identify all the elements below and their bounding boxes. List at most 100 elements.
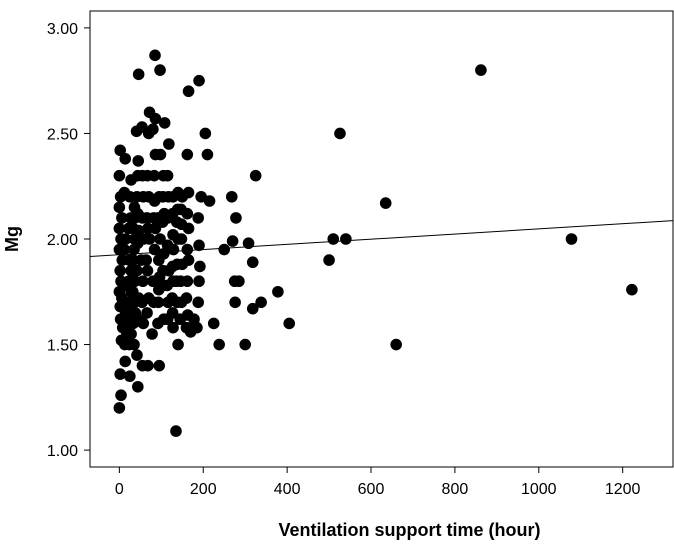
data-point <box>140 254 153 266</box>
data-point <box>194 260 206 273</box>
data-point <box>255 296 267 309</box>
data-point <box>170 425 182 437</box>
data-point <box>239 338 251 351</box>
data-point <box>154 64 166 76</box>
data-point <box>201 148 214 161</box>
data-point <box>115 389 127 402</box>
data-point <box>114 264 126 277</box>
data-point <box>125 328 137 340</box>
data-point <box>246 302 259 315</box>
data-point <box>181 243 194 256</box>
data-point <box>116 212 128 224</box>
data-point <box>207 317 220 330</box>
data-point <box>475 64 487 76</box>
data-point <box>149 49 161 62</box>
data-point <box>181 275 194 288</box>
data-point <box>175 233 188 245</box>
data-point <box>128 338 140 351</box>
fit-line <box>89 220 674 258</box>
data-point <box>340 233 352 245</box>
x-tick-label: 800 <box>442 481 469 498</box>
data-point <box>119 355 132 368</box>
data-point <box>129 275 141 288</box>
data-point <box>565 233 578 245</box>
data-point <box>137 317 150 330</box>
data-point <box>141 264 154 277</box>
data-point <box>158 117 171 129</box>
data-point <box>113 402 126 414</box>
x-tick-label: 200 <box>190 481 217 498</box>
data-point <box>191 321 203 334</box>
y-tick-label: 1.00 <box>47 443 78 460</box>
data-point <box>146 328 158 340</box>
data-point <box>233 275 245 288</box>
data-point <box>182 254 195 266</box>
data-point <box>225 190 238 203</box>
data-point <box>119 152 132 165</box>
data-point <box>132 155 145 167</box>
data-point <box>149 112 162 125</box>
data-point <box>163 138 175 150</box>
data-point <box>148 169 160 182</box>
data-point <box>246 256 259 269</box>
data-point <box>230 212 242 224</box>
data-point <box>390 338 402 351</box>
y-tick-label: 1.50 <box>47 338 78 355</box>
data-point <box>127 254 140 266</box>
y-axis-title: Mg <box>2 226 22 252</box>
data-point <box>132 224 145 237</box>
data-point <box>142 359 154 372</box>
data-point <box>379 197 392 209</box>
data-point <box>193 239 205 252</box>
data-point <box>161 169 174 182</box>
data-point <box>118 243 131 256</box>
data-point <box>180 292 193 304</box>
data-point <box>192 296 205 309</box>
data-point <box>141 307 153 319</box>
data-point <box>283 317 296 330</box>
data-point <box>114 144 126 157</box>
data-point <box>131 264 143 277</box>
data-point <box>199 127 212 140</box>
data-point <box>272 285 284 298</box>
y-tick-label: 2.00 <box>47 232 78 249</box>
data-point <box>229 296 241 309</box>
data-point <box>132 68 145 81</box>
data-point <box>131 349 143 361</box>
y-tick-label: 3.00 <box>47 21 78 38</box>
x-tick-label: 1000 <box>521 481 557 498</box>
data-point <box>213 338 225 351</box>
data-point <box>167 243 180 256</box>
x-axis-title: Ventilation support time (hour) <box>279 520 541 540</box>
data-point <box>203 195 216 207</box>
data-point <box>132 380 144 393</box>
data-point <box>172 338 184 351</box>
data-point <box>626 283 638 296</box>
data-point <box>182 186 195 199</box>
data-point <box>114 368 126 380</box>
y-tick-label: 2.50 <box>47 126 78 143</box>
data-point <box>193 275 205 288</box>
x-tick-label: 0 <box>115 481 124 498</box>
data-point <box>152 296 165 309</box>
data-point <box>119 233 132 245</box>
data-point <box>153 359 166 372</box>
x-tick-label: 600 <box>358 481 385 498</box>
data-point <box>182 222 195 235</box>
x-tick-label: 400 <box>274 481 301 498</box>
data-point <box>181 207 194 220</box>
plot-area: 1.00 1.50 2.00 2.50 3.00 0 200 400 600 800 1000 120… <box>47 10 674 498</box>
data-point <box>143 233 156 245</box>
data-point <box>193 74 205 87</box>
data-point <box>181 148 194 161</box>
data-point <box>124 370 136 383</box>
data-point <box>182 85 195 98</box>
data-point <box>113 222 126 235</box>
x-tick-label: 1200 <box>605 481 641 498</box>
data-point <box>113 169 126 182</box>
data-point <box>113 201 126 214</box>
data-point <box>192 212 205 224</box>
data-point <box>167 321 179 334</box>
